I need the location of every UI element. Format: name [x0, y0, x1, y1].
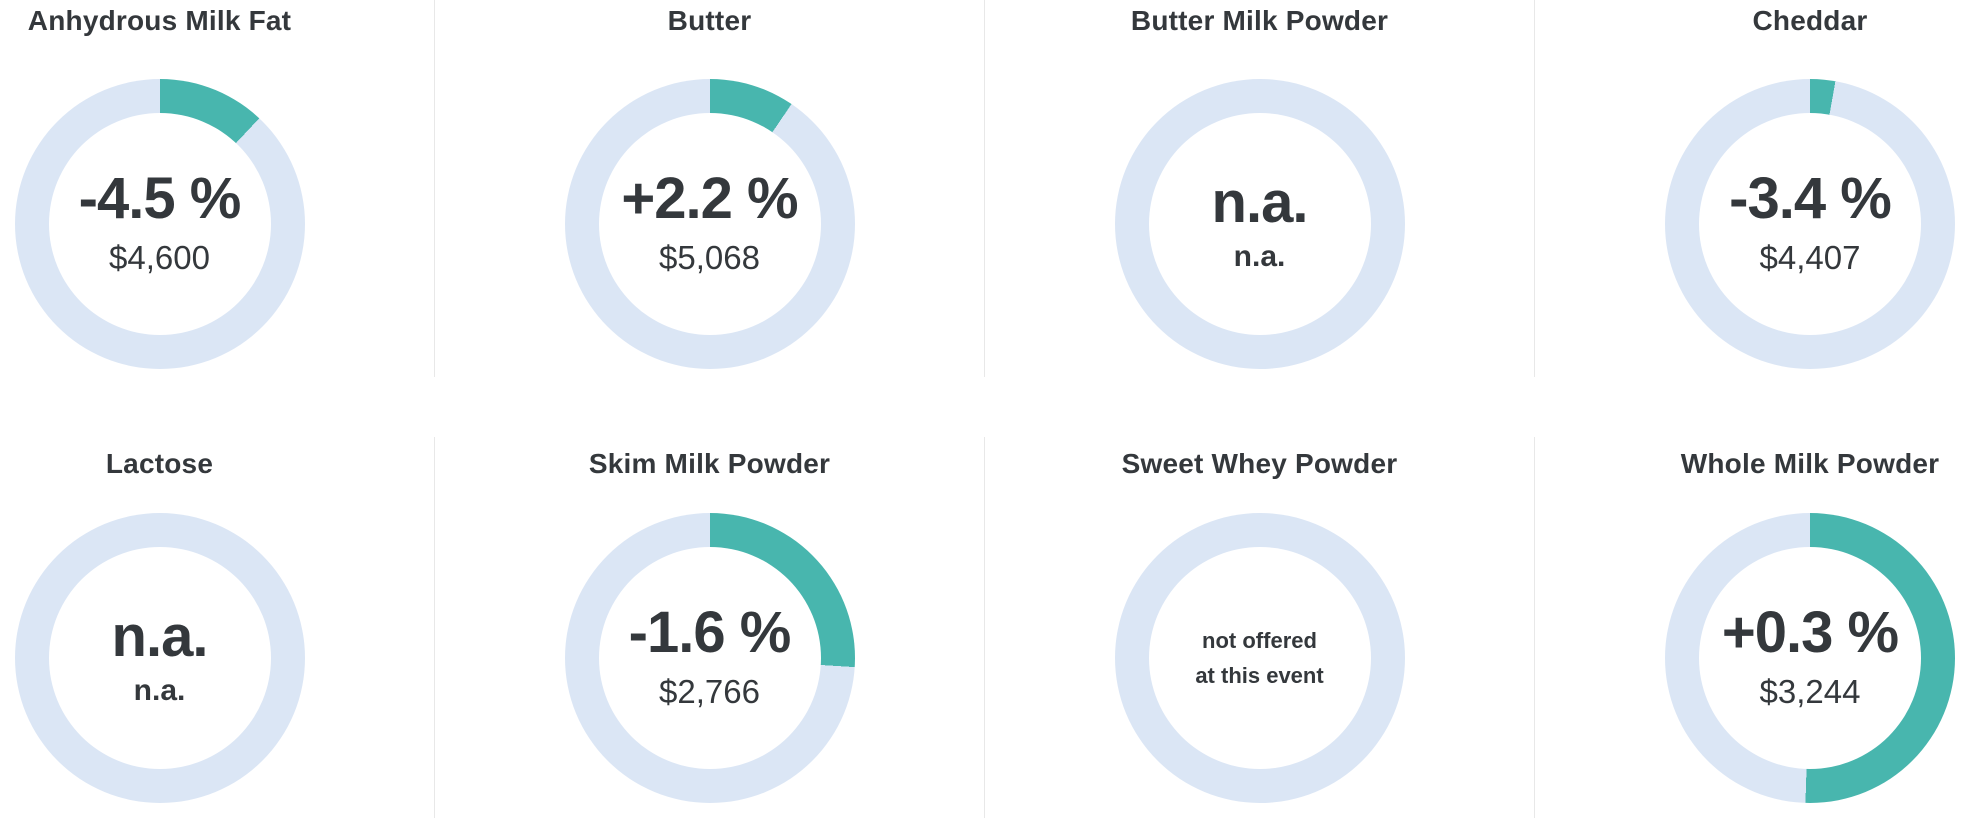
- donut-chart: not offered at this event: [1114, 513, 1405, 803]
- product-title: Sweet Whey Powder: [1121, 448, 1398, 479]
- price-value: n.a.: [133, 673, 186, 707]
- price-change-value: n.a.: [111, 603, 209, 669]
- donut-chart: -4.5 % $4,600: [14, 79, 305, 369]
- product-title: Butter: [667, 5, 752, 36]
- price-value: $3,244: [1759, 673, 1861, 711]
- donut-chart: n.a. n.a.: [14, 513, 305, 803]
- not-offered-note-line-1: not offered: [1202, 628, 1317, 653]
- price-value: n.a.: [1233, 239, 1286, 273]
- dashboard-row-bottom: Lactose n.a. n.a. Skim Milk Powder -1.6 …: [0, 437, 1970, 818]
- product-title: Butter Milk Powder: [1130, 5, 1389, 36]
- donut-center: n.a. n.a.: [1148, 113, 1371, 335]
- product-card-sweet-whey-powder: Sweet Whey Powder not offered at this ev…: [985, 437, 1535, 818]
- price-change-value: +2.2 %: [621, 166, 798, 232]
- product-title: Lactose: [105, 448, 214, 479]
- product-title: Anhydrous Milk Fat: [27, 5, 292, 36]
- not-offered-note: not offered at this event: [1195, 623, 1323, 693]
- product-card-butter-milk-powder: Butter Milk Powder n.a. n.a.: [985, 0, 1535, 377]
- price-change-value: -1.6 %: [628, 600, 792, 666]
- donut-chart: +2.2 % $5,068: [564, 79, 855, 369]
- donut-chart: -1.6 % $2,766: [564, 513, 855, 803]
- price-value: $2,766: [659, 673, 760, 711]
- product-card-butter: Butter +2.2 % $5,068: [435, 0, 985, 377]
- price-change-value: +0.3 %: [1721, 600, 1899, 666]
- price-value: $4,407: [1759, 239, 1861, 277]
- price-value: $5,068: [659, 239, 760, 277]
- price-value: $4,600: [109, 239, 210, 277]
- product-title: Skim Milk Powder: [588, 448, 831, 479]
- donut-center: not offered at this event: [1148, 547, 1371, 769]
- product-card-anhydrous-milk-fat: Anhydrous Milk Fat -4.5 % $4,600: [0, 0, 435, 377]
- donut-center: +0.3 % $3,244: [1699, 547, 1921, 769]
- donut-chart: n.a. n.a.: [1114, 79, 1405, 369]
- product-card-lactose: Lactose n.a. n.a.: [0, 437, 435, 818]
- donut-center: +2.2 % $5,068: [598, 113, 821, 335]
- donut-center: -3.4 % $4,407: [1699, 113, 1921, 335]
- product-title: Whole Milk Powder: [1680, 448, 1940, 479]
- dashboard-row-top: Anhydrous Milk Fat -4.5 % $4,600 Butter …: [0, 0, 1970, 377]
- price-change-value: -3.4 %: [1729, 166, 1892, 232]
- price-change-value: n.a.: [1211, 169, 1309, 235]
- donut-chart: -3.4 % $4,407: [1665, 79, 1955, 369]
- product-title: Cheddar: [1752, 5, 1868, 36]
- donut-center: -4.5 % $4,600: [48, 113, 271, 335]
- product-card-skim-milk-powder: Skim Milk Powder -1.6 % $2,766: [435, 437, 985, 818]
- price-change-value: -4.5 %: [78, 166, 242, 232]
- donut-center: -1.6 % $2,766: [598, 547, 821, 769]
- not-offered-note-line-2: at this event: [1195, 663, 1324, 688]
- product-card-cheddar: Cheddar -3.4 % $4,407: [1535, 0, 1970, 377]
- donut-center: n.a. n.a.: [48, 547, 271, 769]
- donut-chart: +0.3 % $3,244: [1665, 513, 1955, 803]
- product-card-whole-milk-powder: Whole Milk Powder +0.3 % $3,244: [1535, 437, 1970, 818]
